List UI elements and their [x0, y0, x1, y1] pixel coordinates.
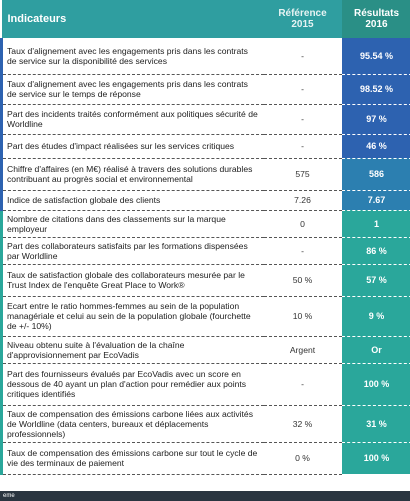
result-cell: 100 %	[341, 363, 410, 406]
indicator-cell: Nombre de citations dans des classements…	[0, 210, 264, 238]
result-cell: 86 %	[341, 237, 410, 265]
reference-cell: 10 %	[263, 296, 342, 337]
table-row: Taux de satisfaction globale des collabo…	[0, 264, 410, 297]
indicator-cell: Part des études d'impact réalisées sur l…	[0, 134, 264, 159]
reference-cell: 575	[263, 158, 342, 191]
reference-cell: -	[263, 363, 342, 406]
result-cell: 100 %	[341, 442, 410, 475]
indicator-cell: Taux de compensation des émissions carbo…	[0, 405, 264, 443]
kpi-table: Indicateurs Référence 2015 Résultats 201…	[0, 0, 410, 475]
indicator-cell: Taux d'alignement avec les engagements p…	[0, 74, 264, 105]
indicator-cell: Taux de compensation des émissions carbo…	[0, 442, 264, 475]
indicator-cell: Taux d'alignement avec les engagements p…	[0, 38, 264, 75]
indicator-cell: Ecart entre le ratio hommes-femmes au se…	[0, 296, 264, 337]
table-row: Indice de satisfaction globale des clien…	[0, 190, 410, 211]
table-row: Taux de compensation des émissions carbo…	[0, 442, 410, 475]
result-cell: 1	[341, 210, 410, 238]
table-body: Taux d'alignement avec les engagements p…	[0, 38, 410, 475]
reference-cell: 0 %	[263, 442, 342, 475]
header-reference: Référence 2015	[263, 0, 342, 38]
result-cell: 98.52 %	[341, 74, 410, 105]
indicator-cell: Part des incidents traités conformément …	[0, 104, 264, 135]
table-row: Taux de compensation des émissions carbo…	[0, 405, 410, 443]
indicator-cell: Part des fournisseurs évalués par EcoVad…	[0, 363, 264, 406]
table-row: Chiffre d'affaires (en M€) réalisé à tra…	[0, 158, 410, 191]
header-results: Résultats 2016	[341, 0, 410, 38]
reference-cell: Argent	[263, 336, 342, 364]
table-row: Nombre de citations dans des classements…	[0, 210, 410, 238]
result-cell: 95.54 %	[341, 38, 410, 75]
reference-cell: -	[263, 104, 342, 135]
reference-cell: -	[263, 38, 342, 75]
header-row: Indicateurs Référence 2015 Résultats 201…	[1, 0, 410, 38]
table-row: Taux d'alignement avec les engagements p…	[0, 38, 410, 75]
table-row: Ecart entre le ratio hommes-femmes au se…	[0, 296, 410, 337]
indicator-cell: Niveau obtenu suite à l'évaluation de la…	[0, 336, 264, 364]
table-row: Part des études d'impact réalisées sur l…	[0, 134, 410, 159]
footer: eme	[0, 491, 410, 501]
result-cell: 31 %	[341, 405, 410, 443]
table-row: Niveau obtenu suite à l'évaluation de la…	[0, 336, 410, 364]
table-row: Part des fournisseurs évalués par EcoVad…	[0, 363, 410, 406]
result-cell: 97 %	[341, 104, 410, 135]
result-cell: Or	[341, 336, 410, 364]
indicator-cell: Taux de satisfaction globale des collabo…	[0, 264, 264, 297]
reference-cell: 50 %	[263, 264, 342, 297]
reference-cell: -	[263, 237, 342, 265]
indicator-cell: Chiffre d'affaires (en M€) réalisé à tra…	[0, 158, 264, 191]
result-cell: 57 %	[341, 264, 410, 297]
result-cell: 7.67	[341, 190, 410, 211]
reference-cell: -	[263, 74, 342, 105]
reference-cell: 0	[263, 210, 342, 238]
reference-cell: 32 %	[263, 405, 342, 443]
result-cell: 46 %	[341, 134, 410, 159]
table-row: Part des collaborateurs satisfaits par l…	[0, 237, 410, 265]
result-cell: 9 %	[341, 296, 410, 337]
reference-cell: -	[263, 134, 342, 159]
indicator-cell: Part des collaborateurs satisfaits par l…	[0, 237, 264, 265]
table-row: Taux d'alignement avec les engagements p…	[0, 74, 410, 105]
table-row: Part des incidents traités conformément …	[0, 104, 410, 135]
indicator-cell: Indice de satisfaction globale des clien…	[0, 190, 264, 211]
header-indicator: Indicateurs	[1, 0, 264, 38]
reference-cell: 7.26	[263, 190, 342, 211]
result-cell: 586	[341, 158, 410, 191]
